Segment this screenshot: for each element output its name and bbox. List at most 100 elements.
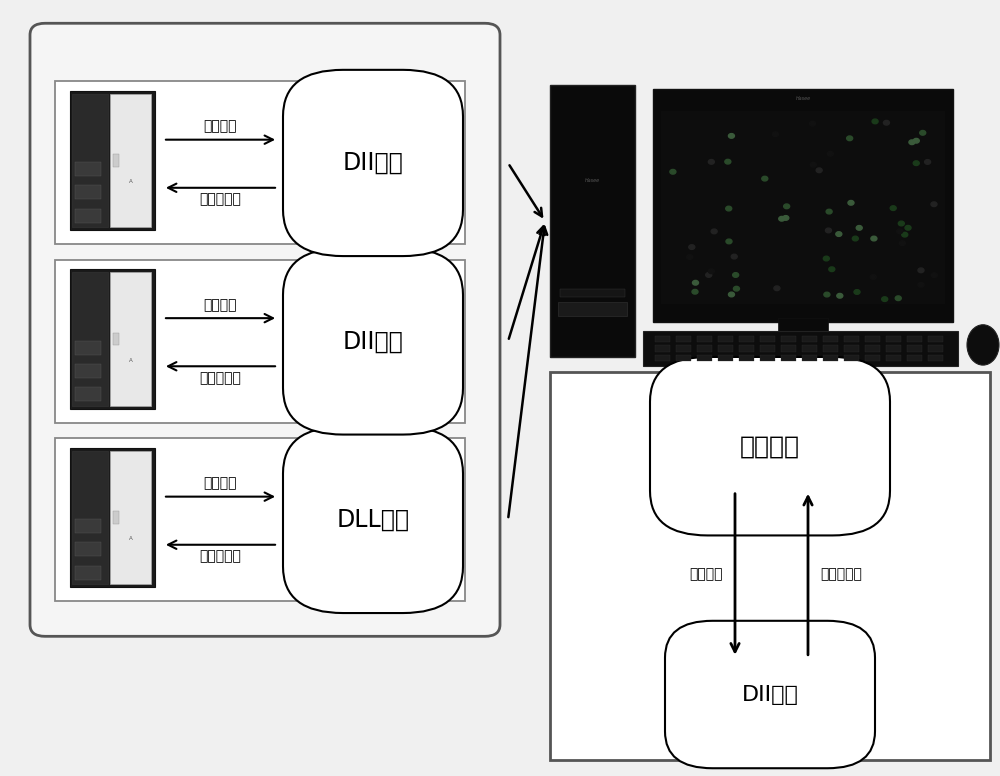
- Bar: [550, 85, 635, 357]
- Bar: [739, 345, 754, 352]
- Text: 交通状态: 交通状态: [204, 476, 237, 490]
- Circle shape: [883, 120, 889, 125]
- Circle shape: [728, 292, 734, 296]
- Bar: [718, 336, 733, 342]
- Bar: [655, 345, 670, 352]
- Circle shape: [913, 138, 919, 143]
- Bar: [661, 111, 945, 304]
- Circle shape: [854, 289, 860, 294]
- Bar: [75, 185, 101, 199]
- Circle shape: [692, 280, 698, 285]
- Circle shape: [725, 159, 731, 164]
- Bar: [760, 336, 775, 342]
- Circle shape: [827, 151, 833, 156]
- Bar: [70, 91, 155, 230]
- FancyBboxPatch shape: [283, 427, 463, 613]
- Text: DII插件: DII插件: [742, 684, 798, 705]
- Bar: [110, 451, 151, 584]
- Bar: [75, 162, 101, 176]
- Bar: [865, 355, 880, 361]
- Circle shape: [899, 241, 905, 245]
- Circle shape: [913, 161, 919, 165]
- Bar: [907, 336, 922, 342]
- Circle shape: [870, 275, 876, 279]
- Bar: [113, 333, 119, 345]
- Circle shape: [711, 229, 717, 234]
- Circle shape: [920, 130, 926, 135]
- Text: 信号灯相位: 信号灯相位: [200, 192, 241, 206]
- Circle shape: [728, 133, 734, 138]
- Text: A: A: [128, 179, 132, 184]
- Bar: [823, 336, 838, 342]
- Circle shape: [708, 160, 714, 165]
- Bar: [802, 336, 817, 342]
- Text: 交通状态: 交通状态: [690, 567, 723, 581]
- Bar: [760, 345, 775, 352]
- Circle shape: [871, 236, 877, 241]
- Circle shape: [918, 282, 924, 287]
- Bar: [928, 355, 943, 361]
- FancyBboxPatch shape: [30, 23, 500, 636]
- Bar: [733, 353, 873, 367]
- Circle shape: [852, 236, 858, 241]
- Bar: [55, 81, 465, 244]
- Circle shape: [692, 289, 698, 294]
- Bar: [778, 318, 828, 357]
- Bar: [113, 511, 119, 524]
- Bar: [907, 345, 922, 352]
- Bar: [75, 387, 101, 401]
- Circle shape: [779, 217, 785, 221]
- Bar: [55, 260, 465, 423]
- Circle shape: [847, 136, 853, 140]
- Text: DII插件: DII插件: [343, 151, 403, 175]
- Bar: [718, 345, 733, 352]
- Bar: [110, 94, 151, 227]
- Circle shape: [810, 162, 816, 167]
- Circle shape: [784, 204, 790, 209]
- Circle shape: [731, 255, 737, 259]
- FancyBboxPatch shape: [650, 357, 890, 535]
- Bar: [697, 345, 712, 352]
- Text: DII插件: DII插件: [343, 330, 403, 353]
- Text: 信号灯相位: 信号灯相位: [820, 567, 862, 581]
- Circle shape: [823, 256, 829, 261]
- Bar: [560, 289, 625, 297]
- Bar: [928, 336, 943, 342]
- Text: A: A: [128, 358, 132, 362]
- Bar: [781, 336, 796, 342]
- Bar: [72, 272, 108, 406]
- Bar: [75, 519, 101, 533]
- Circle shape: [708, 269, 714, 274]
- Circle shape: [774, 286, 780, 291]
- Circle shape: [816, 168, 822, 172]
- Bar: [655, 336, 670, 342]
- Bar: [75, 341, 101, 355]
- Bar: [886, 345, 901, 352]
- FancyBboxPatch shape: [665, 621, 875, 768]
- Circle shape: [726, 206, 732, 211]
- Text: 交通状态: 交通状态: [204, 298, 237, 312]
- Text: Hasee: Hasee: [585, 178, 600, 183]
- Bar: [676, 336, 691, 342]
- Bar: [70, 269, 155, 409]
- Bar: [739, 336, 754, 342]
- Bar: [865, 345, 880, 352]
- Circle shape: [905, 226, 911, 230]
- FancyBboxPatch shape: [283, 248, 463, 435]
- Bar: [55, 438, 465, 601]
- Circle shape: [890, 206, 896, 210]
- Circle shape: [824, 293, 830, 297]
- Bar: [697, 336, 712, 342]
- Bar: [802, 355, 817, 361]
- Circle shape: [902, 232, 908, 237]
- Circle shape: [687, 255, 693, 259]
- Bar: [886, 336, 901, 342]
- Circle shape: [882, 296, 888, 301]
- Bar: [781, 355, 796, 361]
- Circle shape: [898, 221, 904, 226]
- Text: A: A: [128, 536, 132, 541]
- Bar: [844, 336, 859, 342]
- Text: 信号灯相位: 信号灯相位: [200, 549, 241, 563]
- Circle shape: [872, 119, 878, 123]
- Text: Hasee: Hasee: [795, 96, 811, 101]
